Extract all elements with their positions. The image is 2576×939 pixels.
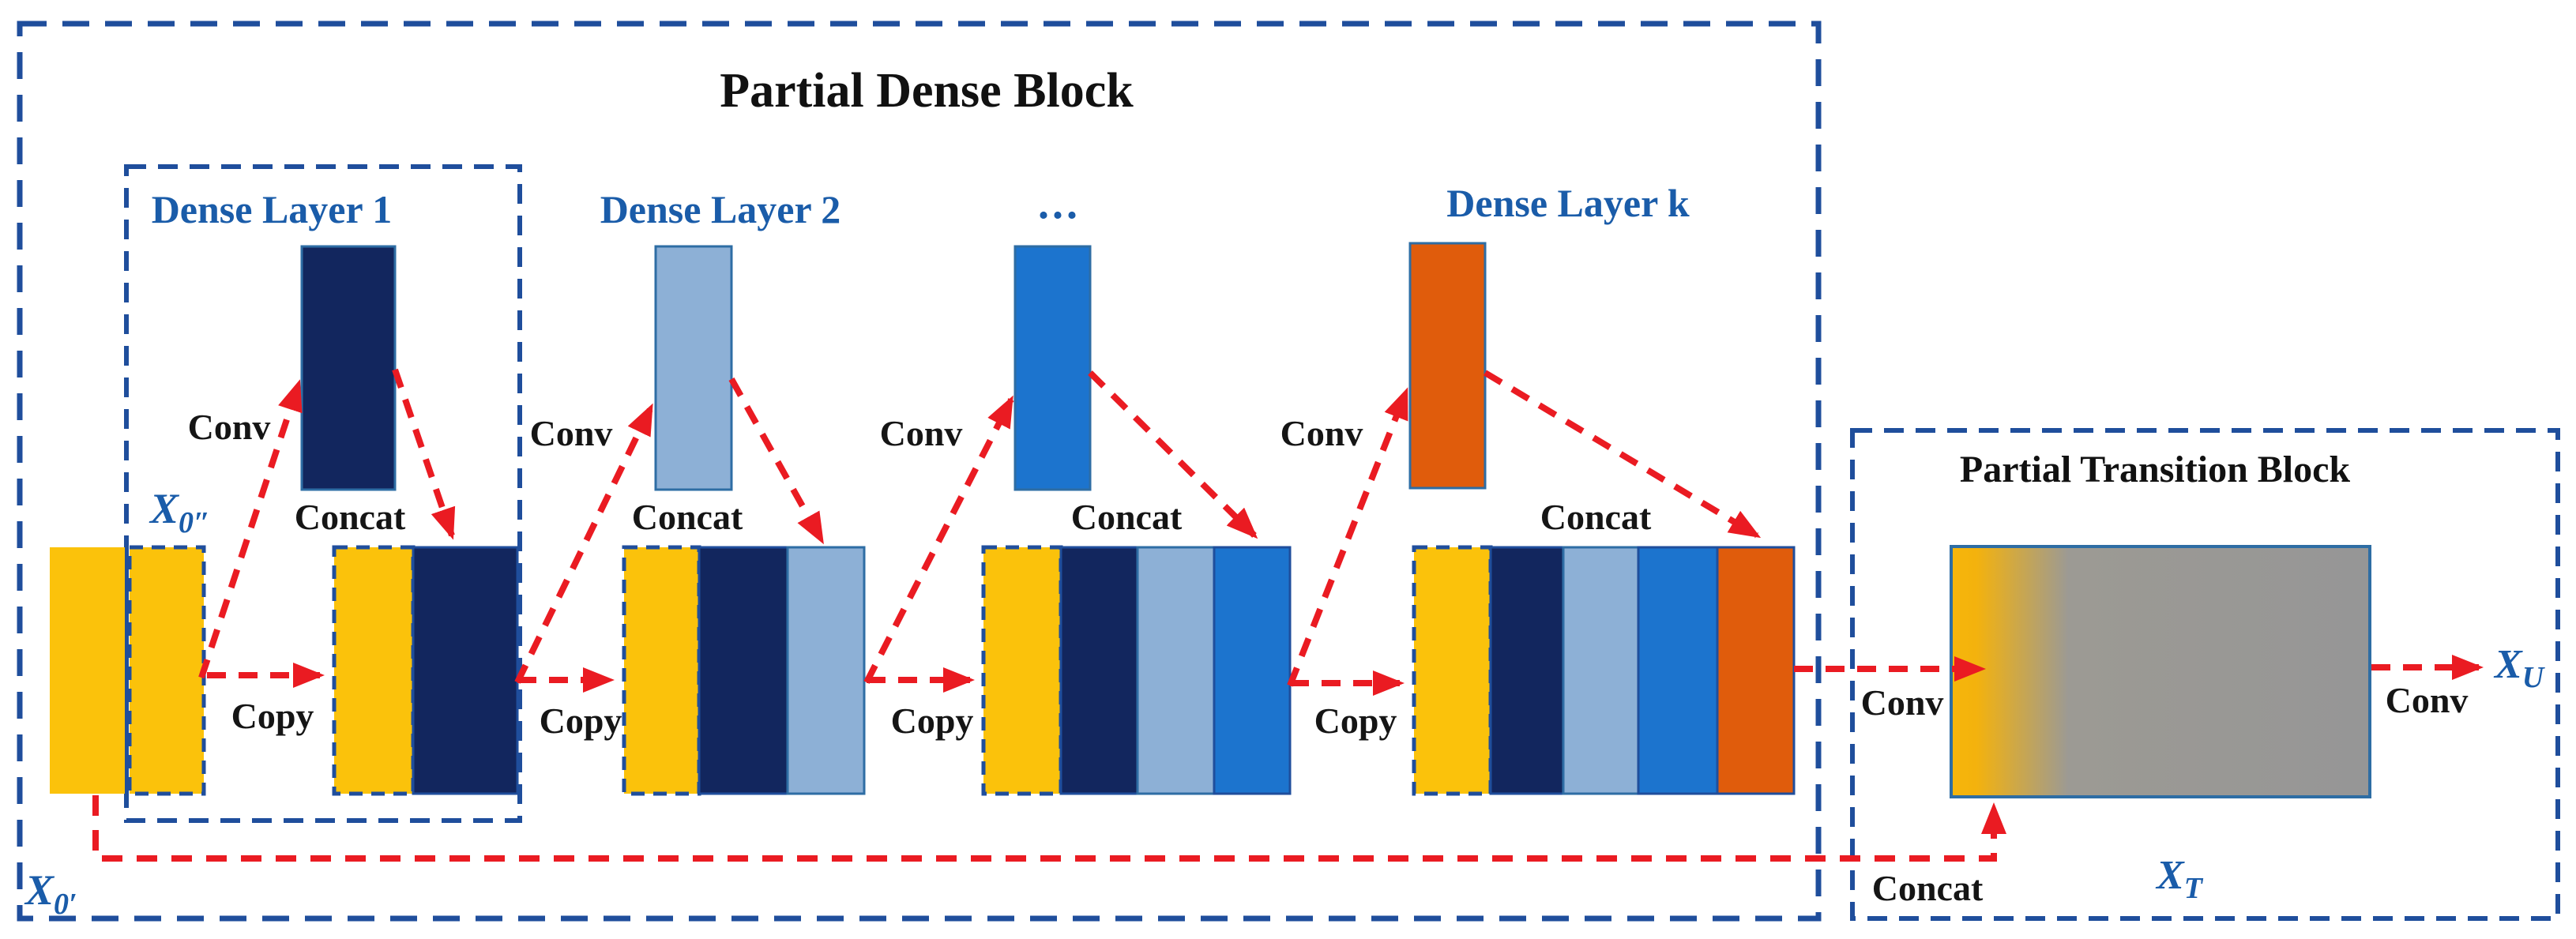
concat-arrow-3: [1088, 370, 1258, 539]
stage-e-yellow-column: [1412, 545, 1493, 796]
stage-c-navy-column: [698, 546, 789, 795]
stage-d-navy-column: [1059, 546, 1139, 795]
stage-c-yellow-column: [622, 545, 701, 796]
concat-label-3: Concat: [1071, 497, 1183, 537]
xt-label: XT: [2155, 853, 2204, 905]
stage-b-yellow-column: [332, 545, 416, 796]
conv-arrow-k: [1287, 387, 1409, 687]
concat-label-k: Concat: [1540, 497, 1652, 537]
x0-prime-label: X0′: [24, 866, 77, 921]
transition-conv-out-label: Conv: [2386, 680, 2469, 720]
dense-layer-1-outline: [124, 164, 522, 823]
partial-transition-block-title: Partial Transition Block: [1960, 449, 2351, 490]
stage-d-blue-column: [1213, 546, 1292, 795]
stage-e-orange-column: [1716, 546, 1796, 795]
stage-d-yellow-column: [981, 545, 1063, 796]
concat-arrow-2: [728, 377, 825, 545]
dense-layer-ellipsis-label: ...: [1038, 179, 1081, 228]
transition-feature-map: [1950, 545, 2371, 798]
conv-label-2: Conv: [530, 413, 613, 453]
xu-label: XU: [2493, 642, 2546, 694]
conv-arrow-3: [863, 395, 1014, 684]
xt-base: X: [2155, 853, 2185, 898]
x0-prime-base: X: [24, 866, 55, 914]
x0-prime-sub: 0′: [54, 888, 77, 921]
transition-conv-in-label: Conv: [1861, 682, 1944, 723]
conv-label-1: Conv: [188, 407, 271, 447]
copy-label-1: Copy: [231, 696, 314, 736]
conv-label-k: Conv: [1280, 413, 1363, 453]
stage-b-navy-column: [412, 546, 519, 795]
concat-label-2: Concat: [632, 497, 743, 537]
stage-c-lightblue-column: [786, 546, 866, 795]
conv-label-3: Conv: [880, 413, 963, 453]
x0-double-prime-sub: 0″: [179, 506, 210, 539]
copy-label-3: Copy: [891, 700, 974, 741]
dense-layer-k-label: Dense Layer k: [1446, 181, 1690, 225]
partial-dense-block-title: Partial Dense Block: [720, 64, 1134, 118]
xu-sub: U: [2522, 661, 2546, 694]
xu-base: X: [2493, 642, 2523, 687]
dense-layer-3-conv-bar: [1013, 245, 1092, 491]
partial-dense-block-outline: [17, 21, 1822, 922]
dense-layer-2-label: Dense Layer 2: [600, 187, 841, 231]
stage-d-lightblue-column: [1136, 546, 1216, 795]
stage-e-lightblue-column: [1562, 546, 1640, 795]
stage-e-navy-column: [1489, 546, 1565, 795]
dense-layer-1-conv-bar: [300, 245, 397, 491]
conv-arrow-1: [198, 379, 303, 679]
conv-arrow-2: [514, 403, 654, 684]
stage-a-x0-double-prime-column: [127, 545, 206, 796]
x0-prime-bypass-arrow: [92, 795, 2006, 862]
stage-e-blue-column: [1637, 546, 1719, 795]
xt-sub: T: [2184, 872, 2204, 905]
copy-label-2: Copy: [540, 700, 622, 741]
concat-label-1: Concat: [295, 497, 406, 537]
x0-double-prime-label: X0″: [149, 485, 210, 539]
partial-transition-block-outline: [1850, 428, 2560, 921]
concat-arrow-k: [1483, 370, 1762, 539]
x0-double-prime-base: X: [149, 485, 180, 532]
dense-layer-1-label: Dense Layer 1: [152, 187, 393, 231]
dense-layer-k-conv-bar: [1408, 242, 1487, 490]
stage-a-x0-prime-column: [50, 547, 125, 794]
transition-concat-label: Concat: [1872, 868, 1984, 908]
copy-label-4: Copy: [1314, 700, 1397, 741]
dense-layer-2-conv-bar: [654, 245, 733, 491]
